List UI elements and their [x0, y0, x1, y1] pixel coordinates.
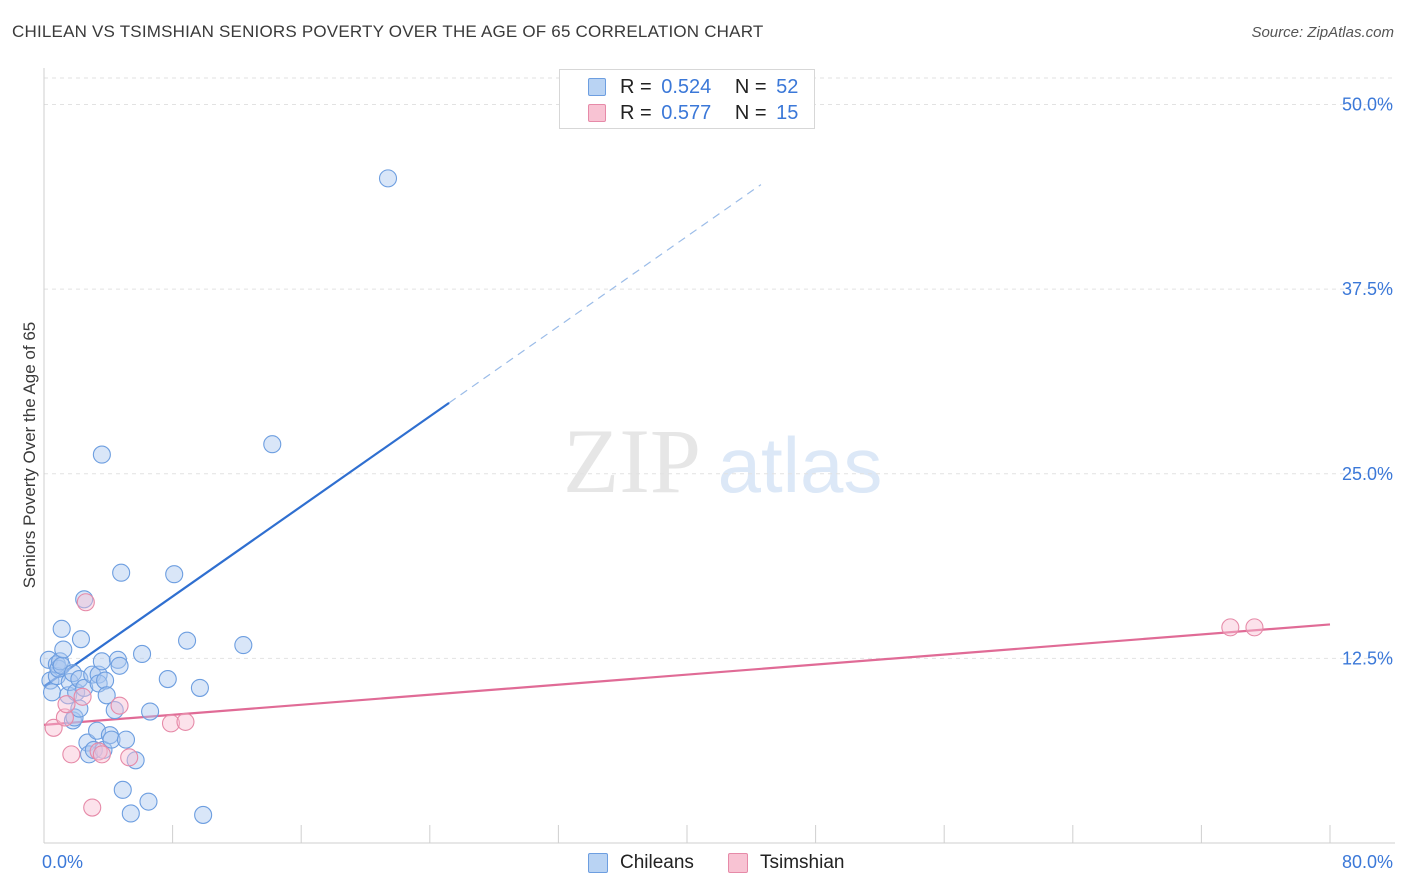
point-chileans — [194, 805, 213, 824]
point-tsimshian — [73, 687, 92, 706]
trend-lines — [43, 184, 1331, 726]
point-chileans — [52, 619, 71, 638]
point-chileans — [92, 445, 111, 464]
point-chileans — [96, 671, 115, 690]
legend-r-label: R = — [620, 76, 652, 98]
legend-swatch-chileans — [588, 78, 606, 96]
legend-n-value: 15 — [776, 102, 799, 124]
point-chileans — [102, 730, 121, 749]
point-chileans — [112, 563, 131, 582]
legend-n-label: N = — [734, 76, 767, 98]
point-tsimshian — [176, 712, 195, 731]
point-chileans — [121, 804, 140, 823]
legend-r-value: 0.577 — [661, 102, 712, 124]
point-chileans — [52, 656, 71, 675]
y-tick-labels: 12.5% 25.0% 37.5% 50.0% — [1342, 95, 1393, 669]
legend-r-label: R = — [620, 102, 652, 124]
watermark-zip: ZIP — [563, 410, 701, 512]
y-tick-label: 50.0% — [1342, 95, 1393, 115]
point-chileans — [234, 636, 253, 655]
series-swatch-tsimshian — [728, 853, 748, 873]
series-label-tsimshian: Tsimshian — [760, 852, 845, 873]
point-chileans — [263, 435, 282, 454]
point-chileans — [133, 644, 152, 664]
watermark: ZIP atlas — [563, 410, 882, 512]
point-chileans — [110, 656, 129, 675]
series-label-chileans: Chileans — [620, 852, 694, 873]
y-tick-label: 25.0% — [1342, 464, 1393, 484]
point-chileans — [54, 640, 73, 659]
point-chileans — [141, 702, 160, 721]
axes — [43, 68, 1395, 844]
point-chileans — [378, 169, 398, 188]
point-tsimshian — [83, 798, 102, 817]
trend-line-tsimshian — [43, 623, 1331, 726]
legend-swatch-tsimshian — [588, 104, 606, 122]
point-tsimshian — [62, 745, 81, 764]
point-tsimshian — [110, 696, 129, 715]
point-chileans — [113, 780, 132, 799]
point-tsimshian — [120, 748, 139, 767]
legend-n-label: N = — [734, 102, 767, 124]
point-tsimshian — [44, 718, 63, 737]
point-tsimshian — [1221, 618, 1240, 637]
point-chileans — [42, 683, 62, 702]
point-tsimshian — [55, 708, 74, 727]
trend-line-chileans — [43, 401, 450, 688]
point-chileans — [116, 730, 136, 749]
point-tsimshian — [1245, 618, 1264, 637]
point-tsimshian — [57, 695, 76, 714]
correlation-legend: R = 0.524 N = 52 R = 0.577 N = 15 — [559, 69, 815, 129]
point-chileans — [71, 630, 91, 649]
y-tick-label: 12.5% — [1342, 648, 1393, 668]
y-tick-label: 37.5% — [1342, 279, 1393, 299]
series-swatch-chileans — [588, 853, 608, 873]
grid-lines — [44, 77, 1395, 659]
point-chileans — [190, 678, 209, 697]
chart-title: CHILEAN VS TSIMSHIAN SENIORS POVERTY OVE… — [12, 22, 764, 41]
point-chileans — [108, 650, 127, 669]
point-chileans — [97, 686, 116, 705]
point-tsimshian — [161, 714, 181, 733]
point-tsimshian — [92, 745, 111, 764]
legend-r-value: 0.524 — [661, 76, 712, 98]
point-chileans — [75, 590, 94, 609]
point-chileans — [178, 631, 197, 650]
chart-source: Source: ZipAtlas.com — [1251, 24, 1394, 41]
trend-extension-chileans — [448, 184, 762, 404]
point-chileans — [139, 792, 158, 811]
data-points — [39, 169, 1264, 824]
point-chileans — [92, 652, 111, 671]
watermark-atlas: atlas — [718, 421, 883, 509]
point-tsimshian — [76, 593, 95, 612]
point-chileans — [165, 565, 184, 584]
point-tsimshian — [89, 742, 108, 761]
point-chileans — [158, 670, 177, 689]
legend-n-value: 52 — [776, 76, 799, 98]
point-chileans — [49, 659, 68, 678]
x-axis-min-label: 0.0% — [42, 852, 84, 872]
point-chileans — [65, 708, 84, 727]
x-axis-max-label: 80.0% — [1341, 852, 1393, 872]
